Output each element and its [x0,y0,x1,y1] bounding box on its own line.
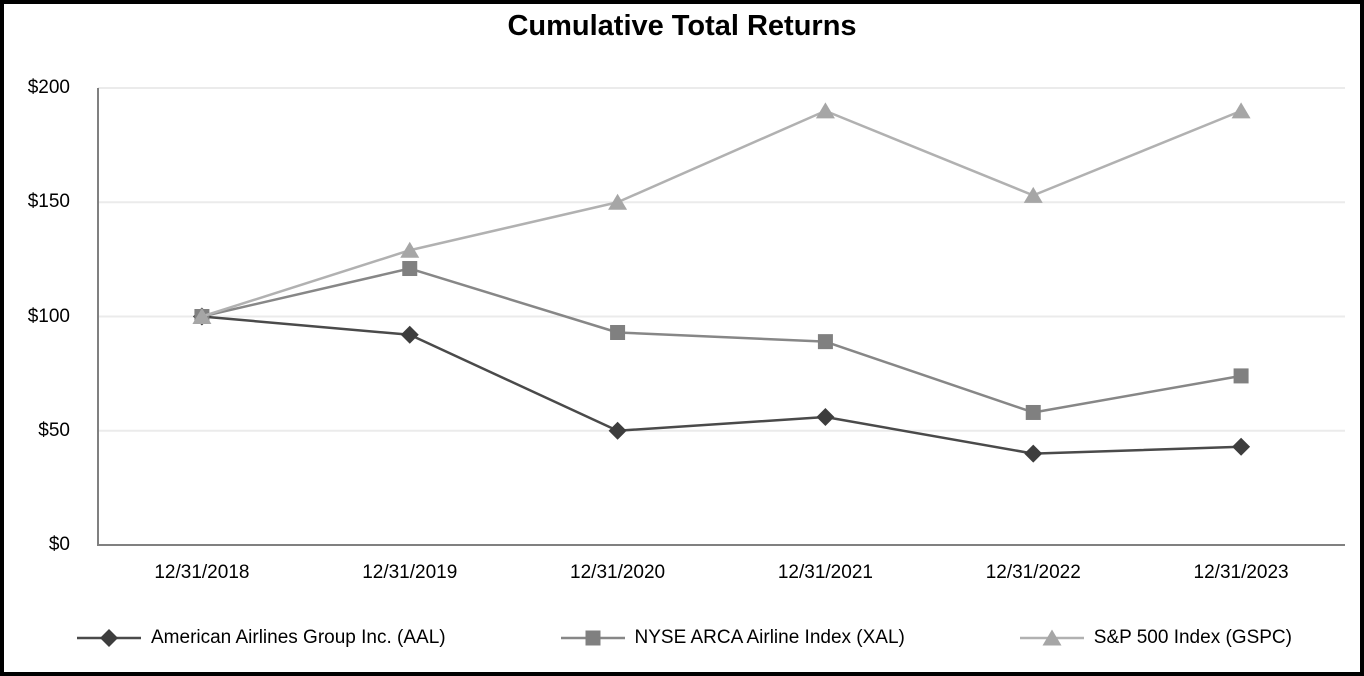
y-tick-label: $50 [38,419,70,441]
x-tick-label: 12/31/2020 [570,562,666,583]
x-tick-label: 12/31/2022 [985,562,1081,583]
y-tick-label: $150 [27,191,70,213]
data-point-aal [608,421,627,440]
legend: American Airlines Group Inc. (AAL) NYSE … [77,620,1292,656]
x-tick-label: 12/31/2023 [1193,562,1289,583]
legend-marker-xal [585,630,601,646]
y-tick-label: $100 [27,305,70,327]
data-point-gspc [1231,102,1251,119]
legend-item-xal: NYSE ARCA Airline Index (XAL) [560,627,905,649]
x-tick-label: 12/31/2021 [777,562,873,583]
y-tick-label: $0 [48,534,70,555]
legend-label-xal: NYSE ARCA Airline Index (XAL) [634,627,905,648]
data-point-aal [1232,437,1251,456]
data-point-aal [400,325,419,344]
data-point-gspc [815,102,835,119]
data-point-xal [1233,368,1249,384]
legend-marker-gspc [1042,629,1062,646]
data-point-xal [1025,404,1041,420]
legend-label-gspc: S&P 500 Index (GSPC) [1093,627,1292,648]
xal-line-square-swatch [560,630,625,646]
data-point-aal [1024,444,1043,463]
series-line-gspc [201,109,1242,318]
y-tick-label: $200 [27,77,70,98]
gspc-line-triangle-swatch [1019,629,1084,646]
data-point-gspc [1023,186,1043,203]
legend-item-gspc: S&P 500 Index (GSPC) [1019,627,1292,649]
series-line-xal [201,267,1242,414]
data-point-xal [610,324,626,340]
legend-label-aal: American Airlines Group Inc. (AAL) [151,627,446,648]
x-tick-label: 12/31/2019 [362,562,458,583]
data-point-xal [817,334,833,350]
series-line-aal [201,315,1242,455]
legend-item-aal: American Airlines Group Inc. (AAL) [77,627,446,649]
chart-title: Cumulative Total Returns [507,10,857,42]
data-point-gspc [400,241,420,258]
aal-line-diamond-swatch [77,629,141,647]
data-point-gspc [192,308,212,324]
data-point-xal [402,261,418,277]
data-point-aal [816,408,835,427]
x-tick-label: 12/31/2018 [154,562,250,583]
legend-marker-aal [100,629,118,647]
data-point-gspc [608,193,628,210]
